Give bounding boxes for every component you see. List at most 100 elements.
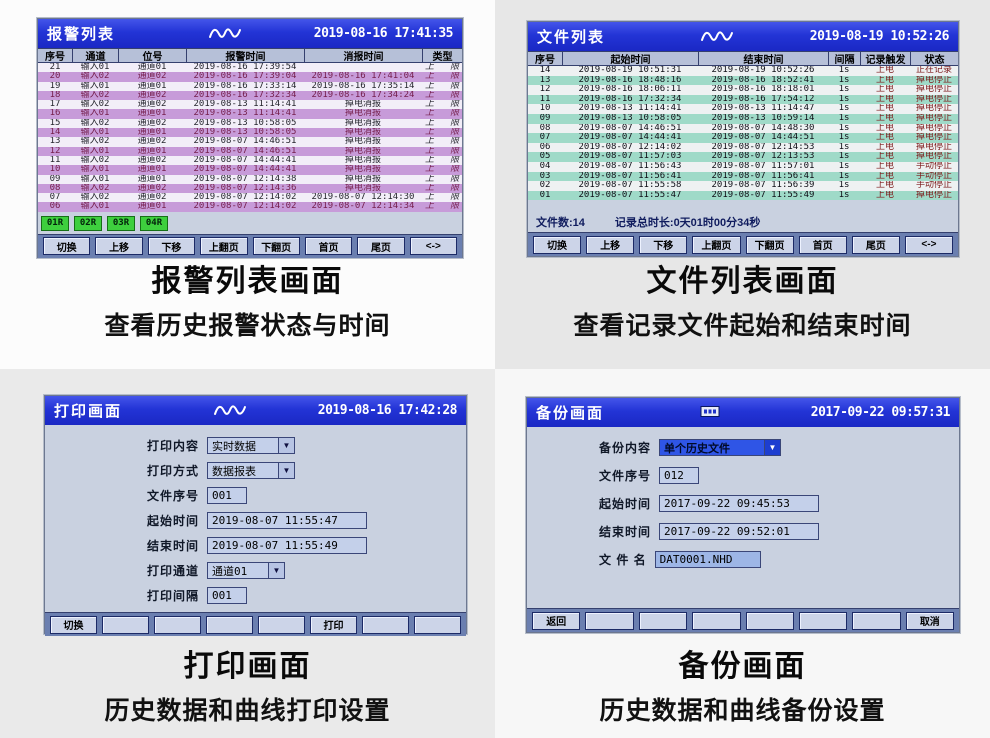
print-interval-input[interactable]: 001 — [207, 587, 248, 604]
alarm-row[interactable]: 10 输入01 通道01 2019-08-07 14:44:41 掉电消报 上限 — [38, 165, 462, 175]
softkey-button[interactable]: 尾页 — [357, 237, 405, 256]
softkey-button[interactable] — [258, 615, 305, 634]
softkey-button[interactable]: 尾页 — [851, 235, 900, 254]
backup-content-dropdown[interactable]: 单个历史文件 ▼ — [659, 439, 782, 456]
softkey-button[interactable] — [102, 615, 149, 634]
file-row-no: 09 — [539, 114, 551, 124]
print-content-dropdown[interactable]: 实时数据 ▼ — [207, 437, 296, 454]
chevron-down-icon[interactable]: ▼ — [765, 439, 782, 456]
alarm-row[interactable]: 09 输入01 通道01 2019-08-07 12:14:38 掉电消报 上限 — [38, 174, 462, 184]
softkey-button[interactable]: 返回 — [532, 611, 581, 630]
softkey-button[interactable] — [414, 615, 461, 634]
file-row[interactable]: 02 2019-08-07 11:55:58 2019-08-07 11:56:… — [528, 181, 958, 191]
file-row[interactable]: 05 2019-08-07 11:57:03 2019-08-07 12:13:… — [528, 152, 958, 162]
softkey-button[interactable] — [154, 615, 201, 634]
softkey-button[interactable]: 下移 — [147, 237, 196, 256]
softkey-button[interactable]: 下移 — [639, 235, 688, 254]
alarm-row[interactable]: 11 输入02 通道02 2019-08-07 14:44:41 掉电消报 上限 — [38, 155, 462, 166]
type-prefix: 上 — [425, 202, 435, 212]
alarm-row[interactable]: 19 输入01 通道01 2019-08-16 17:33:14 2019-08… — [38, 81, 462, 91]
alarm-row-channel: 输入01 — [80, 81, 110, 91]
file-no-input[interactable]: 012 — [659, 467, 700, 484]
file-row[interactable]: 13 2019-08-16 18:48:16 2019-08-16 18:52:… — [528, 75, 958, 86]
alarm-row[interactable]: 17 输入02 通道02 2019-08-13 11:14:41 掉电消报 上限 — [38, 100, 462, 110]
softkey-button[interactable] — [692, 611, 741, 630]
softkey-button[interactable]: 打印 — [310, 615, 357, 634]
softkey-button[interactable] — [852, 611, 901, 630]
alarm-row[interactable]: 15 输入02 通道02 2019-08-13 10:58:05 掉电消报 上限 — [38, 118, 462, 129]
alarm-row[interactable]: 08 输入02 通道02 2019-08-07 12:14:36 掉电消报 上限 — [38, 183, 462, 194]
file-row-end: 2019-08-07 11:56:39 — [711, 181, 815, 191]
file-row[interactable]: 12 2019-08-16 18:06:11 2019-08-16 18:18:… — [528, 85, 958, 95]
file-row[interactable]: 10 2019-08-13 11:14:41 2019-08-13 11:14:… — [528, 104, 958, 114]
file-row[interactable]: 08 2019-08-07 14:46:51 2019-08-07 14:48:… — [528, 123, 958, 134]
softkey-button[interactable]: 首页 — [304, 237, 353, 256]
file-row[interactable]: 14 2019-08-19 10:51:31 2019-08-19 10:52:… — [528, 66, 958, 76]
file-row[interactable]: 07 2019-08-07 14:44:41 2019-08-07 14:44:… — [528, 133, 958, 143]
alarm-row[interactable]: 16 输入01 通道01 2019-08-13 11:14:41 掉电消报 上限 — [38, 109, 462, 119]
softkey-button[interactable]: 切换 — [50, 615, 97, 634]
chevron-down-icon[interactable]: ▼ — [279, 462, 296, 479]
file-row-status: 手动停止 — [915, 171, 952, 181]
softkey-button[interactable] — [745, 611, 794, 630]
start-time-input[interactable]: 2017-09-22 09:45:53 — [659, 495, 820, 512]
alarm-row-clear: 2019-08-07 12:14:30 — [311, 193, 415, 203]
alarm-row[interactable]: 21 输入01 通道01 2019-08-16 17:39:54 上限 — [38, 63, 462, 73]
softkey-button[interactable]: 取消 — [905, 611, 954, 630]
alarm-table-body: 21 输入01 通道01 2019-08-16 17:39:54 上限 20 输… — [38, 63, 462, 212]
file-row-no: 03 — [539, 171, 551, 181]
file-row[interactable]: 11 2019-08-16 17:32:34 2019-08-16 17:54:… — [528, 94, 958, 105]
field-label: 打印内容 — [147, 439, 200, 453]
alarm-row[interactable]: 06 输入01 通道01 2019-08-07 12:14:02 2019-08… — [38, 202, 462, 212]
alarm-row-type: 上限 — [422, 100, 462, 109]
softkey-button[interactable]: 切换 — [533, 235, 582, 254]
softkey-button[interactable]: 首页 — [798, 235, 847, 254]
print-mode-dropdown[interactable]: 数据报表 ▼ — [207, 462, 296, 479]
softkey-button[interactable]: 上翻页 — [692, 235, 741, 254]
softkey-button[interactable]: <-> — [409, 237, 457, 256]
softkey-button[interactable] — [585, 611, 634, 630]
print-channel-dropdown[interactable]: 通道01 ▼ — [207, 562, 286, 579]
file-row[interactable]: 03 2019-08-07 11:56:41 2019-08-07 11:56:… — [528, 171, 958, 182]
file-row-status: 掉电停止 — [915, 75, 952, 85]
alarm-row[interactable]: 18 输入02 通道02 2019-08-16 17:32:34 2019-08… — [38, 90, 462, 101]
chevron-down-icon[interactable]: ▼ — [269, 562, 286, 579]
caption-title: 打印画面 — [183, 650, 312, 683]
softkey-button[interactable]: <-> — [904, 235, 953, 254]
softkey-button[interactable]: 上翻页 — [200, 237, 248, 256]
chevron-down-icon[interactable]: ▼ — [279, 437, 296, 454]
file-row[interactable]: 06 2019-08-07 12:14:02 2019-08-07 12:14:… — [528, 142, 958, 153]
end-time-input[interactable]: 2017-09-22 09:52:01 — [659, 523, 820, 540]
file-no-input[interactable]: 001 — [207, 487, 248, 504]
type-suffix: 限 — [449, 202, 459, 212]
alarm-row[interactable]: 07 输入02 通道02 2019-08-07 12:14:02 2019-08… — [38, 193, 462, 203]
start-time-input[interactable]: 2019-08-07 11:55:47 — [207, 512, 368, 529]
field-print-mode: 打印方式 数据报表 ▼ — [147, 462, 466, 479]
alarm-row[interactable]: 12 输入01 通道01 2019-08-07 14:46:51 掉电消报 上限 — [38, 146, 462, 156]
file-row-end: 2019-08-07 14:44:51 — [711, 133, 815, 143]
softkey-button[interactable] — [206, 615, 253, 634]
softkey-button[interactable] — [638, 611, 688, 630]
file-row[interactable]: 01 2019-08-07 11:55:47 2019-08-07 11:55:… — [528, 190, 958, 201]
softkey-button[interactable]: 上移 — [95, 237, 143, 256]
caption-subtitle: 查看历史报警状态与时间 — [104, 312, 391, 340]
softkey-button[interactable]: 下翻页 — [745, 235, 794, 254]
dropdown-value: 通道01 — [207, 562, 270, 579]
end-time-input[interactable]: 2019-08-07 11:55:49 — [207, 537, 368, 554]
file-row[interactable]: 04 2019-08-07 11:56:43 2019-08-07 11:57:… — [528, 161, 958, 172]
backup-clock: 2017-09-22 09:57:31 — [810, 405, 951, 420]
softkey-button[interactable]: 切换 — [43, 237, 91, 256]
softkey-button[interactable] — [798, 611, 848, 630]
file-row[interactable]: 09 2019-08-13 10:58:05 2019-08-13 10:59:… — [528, 113, 958, 124]
alarm-row-type: 上限 — [422, 175, 462, 184]
softkey-button[interactable] — [362, 615, 409, 634]
alarm-row-channel: 输入01 — [80, 109, 110, 119]
file-name-input[interactable]: DAT0001.NHD — [654, 551, 761, 568]
softkey-button[interactable]: 上移 — [586, 235, 635, 254]
alarm-row[interactable]: 13 输入02 通道02 2019-08-07 14:46:51 掉电消报 上限 — [38, 137, 462, 147]
softkey-button[interactable]: 下翻页 — [252, 237, 300, 256]
alarm-row[interactable]: 14 输入01 通道01 2019-08-13 10:58:05 掉电消报 上限 — [38, 128, 462, 138]
file-stats: 文件数:14 记录总时长:0天01时00分34秒 — [528, 211, 958, 232]
alarm-row[interactable]: 20 输入02 通道02 2019-08-16 17:39:04 2019-08… — [38, 72, 462, 82]
alarm-row-type: 上限 — [422, 202, 462, 211]
